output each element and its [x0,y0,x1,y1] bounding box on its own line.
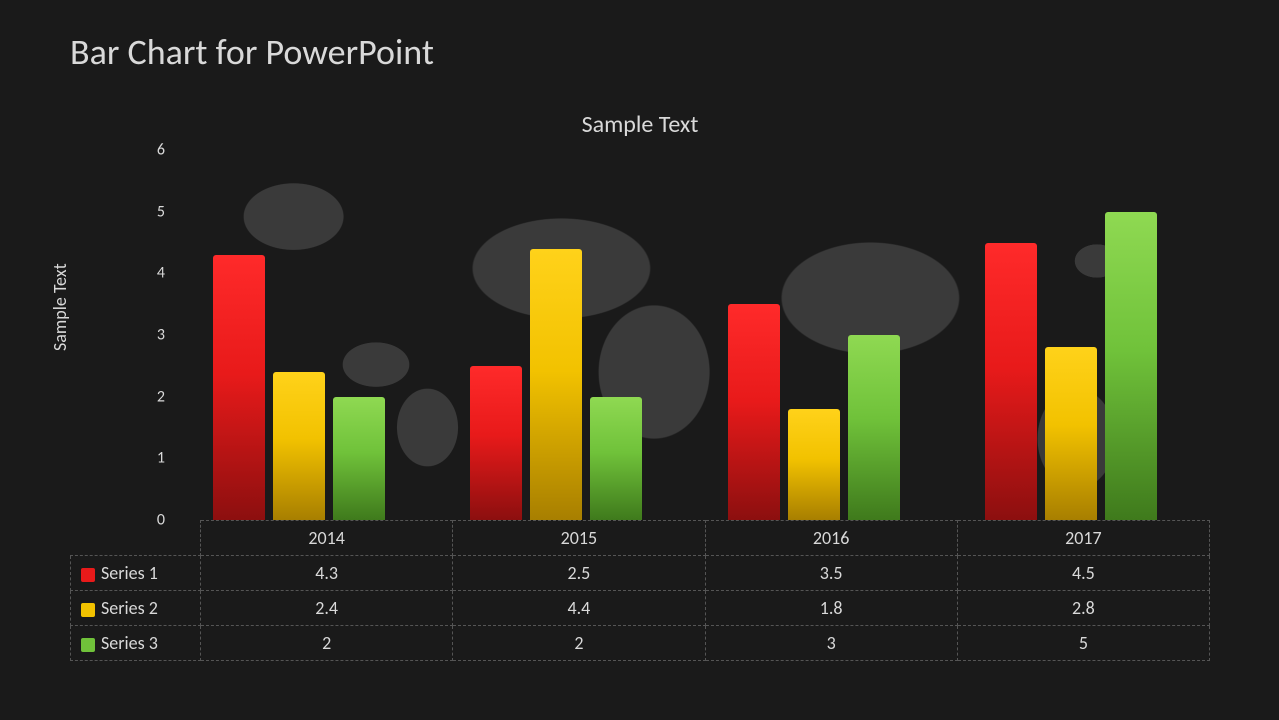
table-corner [71,521,201,556]
bar-series-2-2017 [1045,347,1097,520]
legend-swatch-icon [81,568,95,582]
table-col-header: 2015 [453,521,705,556]
table-cell: 2 [201,626,453,661]
table-row: Series 1 4.32.53.54.5 [71,556,1210,591]
y-tick: 2 [140,387,165,406]
y-tick: 4 [140,264,165,283]
bar-series-1-2017 [985,243,1037,521]
table-cell: 2 [453,626,705,661]
legend-label: Series 2 [101,597,158,619]
table-cell: 3 [705,626,957,661]
y-tick: 5 [140,202,165,221]
chart-title: Sample Text [70,110,1210,139]
bar-series-1-2014 [213,255,265,520]
table-cell: 1.8 [705,591,957,626]
y-axis-label: Sample Text [49,263,71,351]
legend-swatch-icon [81,638,95,652]
table-cell: 2.8 [957,591,1209,626]
table-col-header: 2014 [201,521,453,556]
legend-label: Series 1 [101,562,158,584]
legend-cell: Series 1 [71,556,201,591]
table-col-header: 2017 [957,521,1209,556]
bar-series-3-2015 [590,397,642,520]
table-cell: 4.3 [201,556,453,591]
data-table: 2014201520162017 Series 14.32.53.54.5Ser… [70,520,1210,661]
y-tick: 3 [140,326,165,345]
table-row: Series 32235 [71,626,1210,661]
legend-swatch-icon [81,603,95,617]
legend-cell: Series 2 [71,591,201,626]
y-tick: 6 [140,141,165,160]
table-cell: 2.5 [453,556,705,591]
table-cell: 4.4 [453,591,705,626]
bar-series-2-2016 [788,409,840,520]
bar-series-3-2014 [333,397,385,520]
table-cell: 2.4 [201,591,453,626]
table-col-header: 2016 [705,521,957,556]
table-cell: 3.5 [705,556,957,591]
legend-label: Series 3 [101,632,158,654]
bar-series-1-2015 [470,366,522,520]
table-row: Series 2 2.44.41.82.8 [71,591,1210,626]
slide-title: Bar Chart for PowerPoint [70,30,434,74]
bar-series-3-2017 [1105,212,1157,520]
bar-series-2-2014 [273,372,325,520]
table-cell: 5 [957,626,1209,661]
table-cell: 4.5 [957,556,1209,591]
bar-series-1-2016 [728,304,780,520]
bar-chart: Sample Text Sample Text 0123456 20142015… [70,110,1210,670]
y-tick: 1 [140,449,165,468]
legend-cell: Series 3 [71,626,201,661]
bar-series-3-2016 [848,335,900,520]
plot-area [170,150,1200,520]
bar-series-2-2015 [530,249,582,520]
